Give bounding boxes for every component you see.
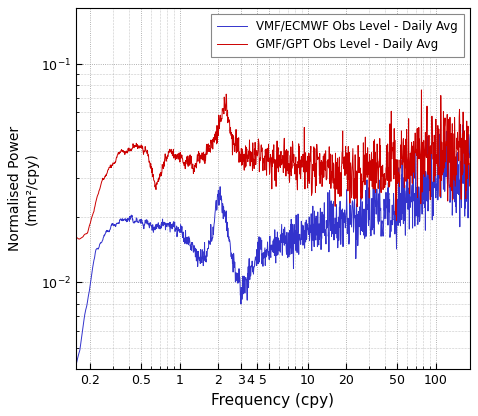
VMF/ECMWF Obs Level - Daily Avg — [126, 217, 131, 222]
GMF/GPT Obs Level - Daily Avg — [289, 159, 294, 164]
VMF/ECMWF Obs Level - Daily Avg — [74, 362, 79, 367]
GMF/GPT Obs Level - Daily Avg — [206, 143, 212, 148]
GMF/GPT Obs Level - Daily Avg — [126, 146, 131, 151]
VMF/ECMWF Obs Level - Daily Avg — [467, 155, 473, 160]
Line: VMF/ECMWF Obs Level - Daily Avg: VMF/ECMWF Obs Level - Daily Avg — [76, 121, 470, 364]
VMF/ECMWF Obs Level - Daily Avg — [288, 217, 294, 222]
VMF/ECMWF Obs Level - Daily Avg — [442, 119, 447, 124]
GMF/GPT Obs Level - Daily Avg — [244, 156, 250, 161]
GMF/GPT Obs Level - Daily Avg — [419, 87, 424, 92]
VMF/ECMWF Obs Level - Daily Avg — [140, 220, 145, 225]
GMF/GPT Obs Level - Daily Avg — [76, 237, 82, 242]
VMF/ECMWF Obs Level - Daily Avg — [244, 286, 250, 291]
GMF/GPT Obs Level - Daily Avg — [140, 147, 146, 152]
VMF/ECMWF Obs Level - Daily Avg — [206, 238, 212, 243]
Legend: VMF/ECMWF Obs Level - Daily Avg, GMF/GPT Obs Level - Daily Avg: VMF/ECMWF Obs Level - Daily Avg, GMF/GPT… — [211, 14, 464, 57]
Line: GMF/GPT Obs Level - Daily Avg: GMF/GPT Obs Level - Daily Avg — [76, 90, 470, 239]
GMF/GPT Obs Level - Daily Avg — [74, 235, 79, 240]
VMF/ECMWF Obs Level - Daily Avg — [280, 239, 286, 244]
GMF/GPT Obs Level - Daily Avg — [467, 183, 473, 188]
X-axis label: Frequency (cpy): Frequency (cpy) — [211, 393, 335, 408]
GMF/GPT Obs Level - Daily Avg — [281, 170, 286, 175]
Y-axis label: Normalised Power
(mm²/cpy): Normalised Power (mm²/cpy) — [8, 126, 39, 251]
